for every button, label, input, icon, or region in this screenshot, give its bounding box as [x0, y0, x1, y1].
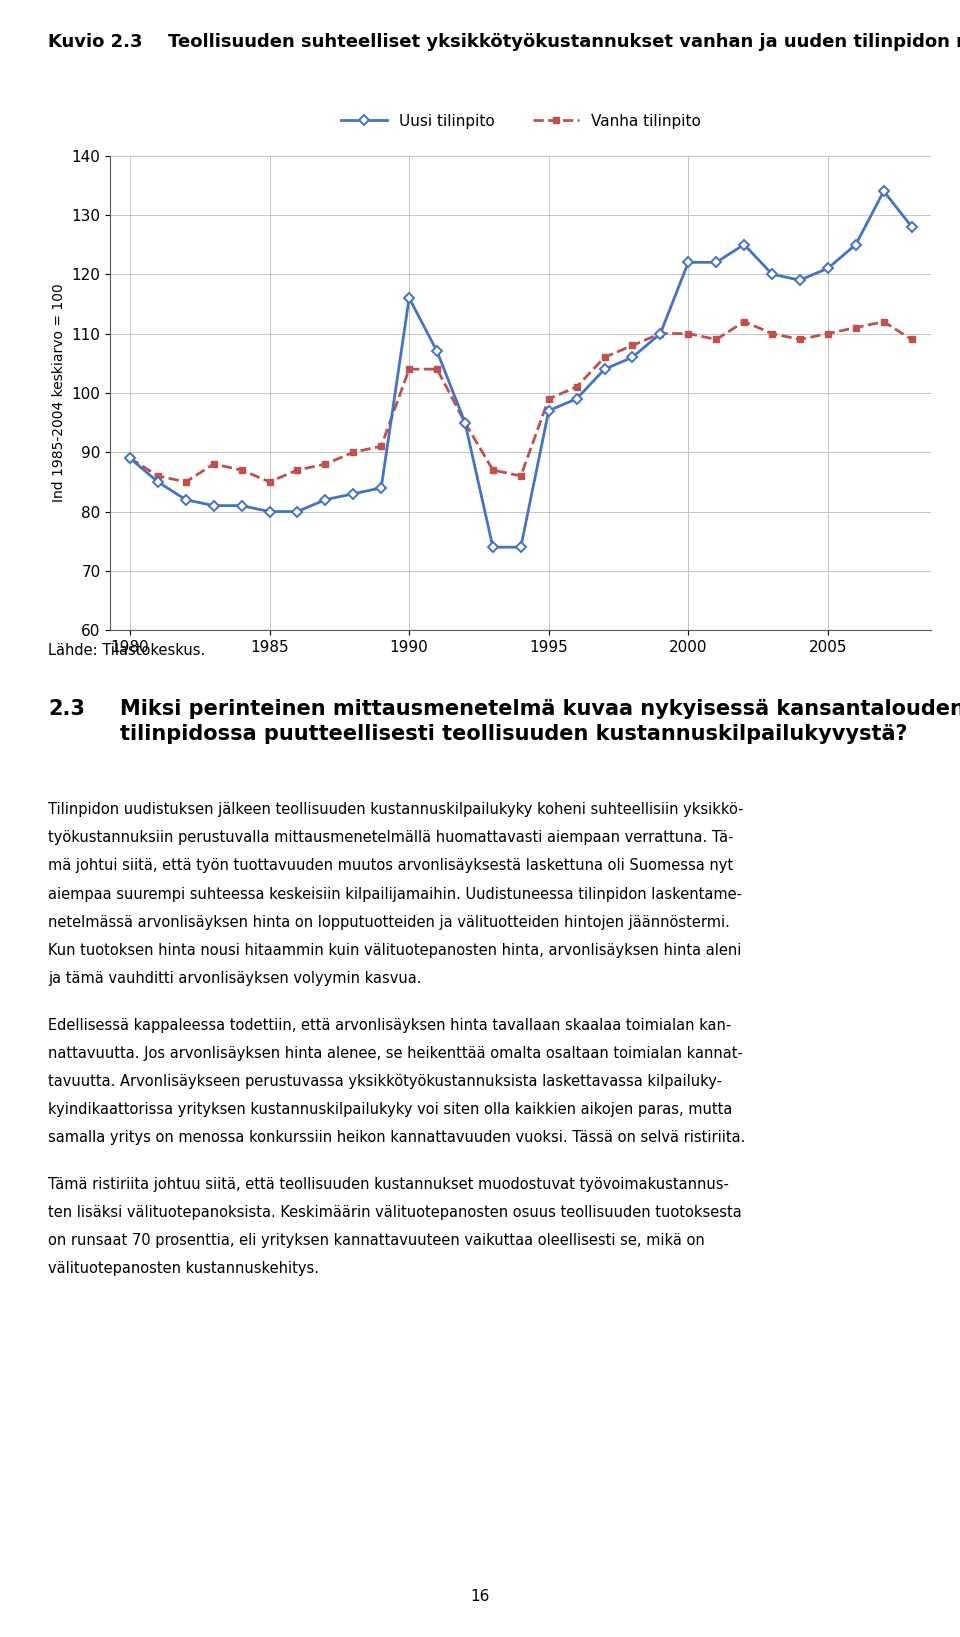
Vanha tilinpito: [459, 413, 470, 432]
Y-axis label: Ind 1985-2004 keskiarvo = 100: Ind 1985-2004 keskiarvo = 100: [52, 283, 66, 503]
Vanha tilinpito: [655, 324, 666, 344]
Uusi tilinpito: [850, 234, 861, 254]
Vanha tilinpito: [487, 460, 498, 480]
Text: 16: 16: [470, 1590, 490, 1604]
Text: on runsaat 70 prosenttia, eli yrityksen kannattavuuteen vaikuttaa oleellisesti s: on runsaat 70 prosenttia, eli yrityksen …: [48, 1233, 705, 1247]
Vanha tilinpito: [710, 329, 722, 349]
Text: netelmässä arvonlisäyksen hinta on lopputuotteiden ja välituotteiden hintojen jä: netelmässä arvonlisäyksen hinta on loppu…: [48, 915, 730, 930]
Uusi tilinpito: [180, 489, 192, 509]
Text: 2.3: 2.3: [48, 699, 84, 719]
Uusi tilinpito: [571, 390, 583, 409]
Text: tavuutta. Arvonlisäykseen perustuvassa yksikkötyökustannuksista laskettavassa ki: tavuutta. Arvonlisäykseen perustuvassa y…: [48, 1074, 722, 1089]
Vanha tilinpito: [515, 467, 526, 486]
Uusi tilinpito: [403, 288, 415, 308]
Text: Tämä ristiriita johtuu siitä, että teollisuuden kustannukset muodostuvat työvoim: Tämä ristiriita johtuu siitä, että teoll…: [48, 1177, 729, 1192]
Vanha tilinpito: [878, 311, 890, 331]
Text: Edellisessä kappaleessa todettiin, että arvonlisäyksen hinta tavallaan skaalaa t: Edellisessä kappaleessa todettiin, että …: [48, 1018, 732, 1033]
Vanha tilinpito: [124, 449, 135, 468]
Uusi tilinpito: [543, 401, 555, 421]
Uusi tilinpito: [655, 324, 666, 344]
Line: Vanha tilinpito: Vanha tilinpito: [127, 318, 915, 485]
Uusi tilinpito: [124, 449, 135, 468]
Uusi tilinpito: [515, 537, 526, 557]
Text: kyindikaattorissa yrityksen kustannuskilpailukyky voi siten olla kaikkien aikoje: kyindikaattorissa yrityksen kustannuskil…: [48, 1102, 732, 1116]
Text: Lähde: Tilastokeskus.: Lähde: Tilastokeskus.: [48, 643, 205, 658]
Uusi tilinpito: [152, 471, 163, 491]
Legend: Uusi tilinpito, Vanha tilinpito: Uusi tilinpito, Vanha tilinpito: [341, 115, 701, 129]
Vanha tilinpito: [850, 318, 861, 337]
Text: työkustannuksiin perustuvalla mittausmenetelmällä huomattavasti aiempaan verratt: työkustannuksiin perustuvalla mittausmen…: [48, 830, 733, 845]
Text: ten lisäksi välituotepanoksista. Keskimäärin välituotepanosten osuus teollisuude: ten lisäksi välituotepanoksista. Keskimä…: [48, 1205, 742, 1220]
Vanha tilinpito: [236, 460, 248, 480]
Uusi tilinpito: [320, 489, 331, 509]
Text: Kuvio 2.3: Kuvio 2.3: [48, 33, 142, 51]
Uusi tilinpito: [683, 252, 694, 272]
Uusi tilinpito: [459, 413, 470, 432]
Vanha tilinpito: [320, 453, 331, 475]
Uusi tilinpito: [348, 485, 359, 504]
Text: nattavuutta. Jos arvonlisäyksen hinta alenee, se heikenttää omalta osaltaan toim: nattavuutta. Jos arvonlisäyksen hinta al…: [48, 1046, 743, 1061]
Vanha tilinpito: [794, 329, 805, 349]
Vanha tilinpito: [431, 360, 443, 380]
Uusi tilinpito: [487, 537, 498, 557]
Text: Kun tuotoksen hinta nousi hitaammin kuin välituotepanosten hinta, arvonlisäyksen: Kun tuotoksen hinta nousi hitaammin kuin…: [48, 943, 741, 958]
Vanha tilinpito: [264, 471, 276, 491]
Text: aiempaa suurempi suhteessa keskeisiin kilpailijamaihin. Uudistuneessa tilinpidon: aiempaa suurempi suhteessa keskeisiin ki…: [48, 887, 742, 902]
Vanha tilinpito: [375, 437, 387, 457]
Uusi tilinpito: [766, 264, 778, 283]
Text: mä johtui siitä, että työn tuottavuuden muutos arvonlisäyksestä laskettuna oli S: mä johtui siitä, että työn tuottavuuden …: [48, 858, 733, 874]
Vanha tilinpito: [152, 467, 163, 486]
Vanha tilinpito: [906, 329, 918, 349]
Vanha tilinpito: [180, 471, 192, 491]
Vanha tilinpito: [822, 324, 833, 344]
Vanha tilinpito: [403, 360, 415, 380]
Vanha tilinpito: [292, 460, 303, 480]
Uusi tilinpito: [292, 501, 303, 521]
Vanha tilinpito: [683, 324, 694, 344]
Vanha tilinpito: [627, 336, 638, 355]
Text: välituotepanosten kustannuskehitys.: välituotepanosten kustannuskehitys.: [48, 1260, 319, 1277]
Uusi tilinpito: [794, 270, 805, 290]
Uusi tilinpito: [208, 496, 220, 516]
Uusi tilinpito: [375, 478, 387, 498]
Uusi tilinpito: [627, 347, 638, 367]
Text: ja tämä vauhditti arvonlisäyksen volyymin kasvua.: ja tämä vauhditti arvonlisäyksen volyymi…: [48, 971, 421, 985]
Vanha tilinpito: [599, 347, 611, 367]
Uusi tilinpito: [906, 216, 918, 236]
Vanha tilinpito: [348, 442, 359, 462]
Line: Uusi tilinpito: Uusi tilinpito: [127, 188, 915, 550]
Uusi tilinpito: [431, 342, 443, 362]
Vanha tilinpito: [571, 377, 583, 396]
Vanha tilinpito: [766, 324, 778, 344]
Uusi tilinpito: [264, 501, 276, 521]
Uusi tilinpito: [878, 182, 890, 201]
Vanha tilinpito: [543, 390, 555, 409]
Text: Miksi perinteinen mittausmenetelmä kuvaa nykyisessä kansantalouden
tilinpidossa : Miksi perinteinen mittausmenetelmä kuvaa…: [120, 699, 960, 743]
Text: Teollisuuden suhteelliset yksikkötyökustannukset vanhan ja uuden tilinpidon muka: Teollisuuden suhteelliset yksikkötyökust…: [168, 33, 960, 51]
Uusi tilinpito: [710, 252, 722, 272]
Uusi tilinpito: [822, 259, 833, 278]
Uusi tilinpito: [599, 360, 611, 380]
Vanha tilinpito: [738, 311, 750, 331]
Text: samalla yritys on menossa konkurssiin heikon kannattavuuden vuoksi. Tässä on sel: samalla yritys on menossa konkurssiin he…: [48, 1130, 745, 1146]
Uusi tilinpito: [236, 496, 248, 516]
Uusi tilinpito: [738, 234, 750, 254]
Vanha tilinpito: [208, 453, 220, 475]
Text: Tilinpidon uudistuksen jälkeen teollisuuden kustannuskilpailukyky koheni suhteel: Tilinpidon uudistuksen jälkeen teollisuu…: [48, 802, 743, 817]
